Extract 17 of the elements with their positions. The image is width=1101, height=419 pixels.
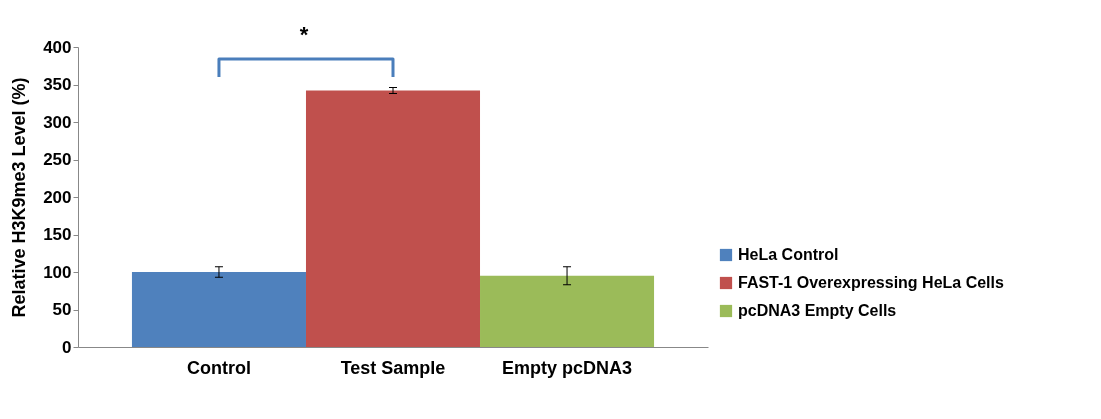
y-axis-title: Relative H3K9me3 Level (%) <box>9 77 30 318</box>
legend-label: pcDNA3 Empty Cells <box>738 302 897 319</box>
x-tick-label: Test Sample <box>340 357 446 378</box>
y-tick-label: 0 <box>62 337 72 357</box>
legend-label: FAST-1 Overexpressing HeLa Cells <box>738 274 1004 291</box>
x-tick-label: Control <box>186 357 251 378</box>
y-tick-label: 200 <box>43 187 72 207</box>
y-tick-label: 300 <box>43 112 72 132</box>
y-tick-label: 50 <box>52 300 72 319</box>
y-tick-label: 350 <box>43 75 72 94</box>
text: * <box>299 22 309 47</box>
y-tick-label: 400 <box>43 37 72 57</box>
y-tick-label: 100 <box>43 262 72 282</box>
y-tick-label: 150 <box>43 225 72 244</box>
y-tick-label: 250 <box>43 150 72 169</box>
legend-label: HeLa Control <box>738 246 839 263</box>
x-tick-label: Empty pcDNA3 <box>502 357 633 378</box>
